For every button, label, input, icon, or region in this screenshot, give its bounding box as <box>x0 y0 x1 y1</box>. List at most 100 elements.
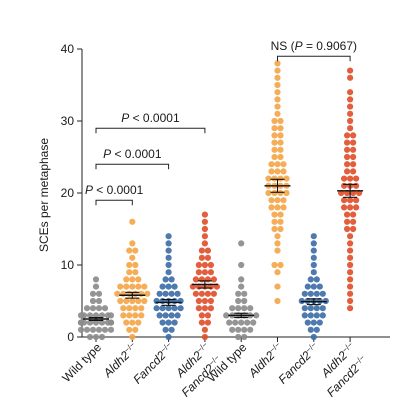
data-point <box>235 305 242 312</box>
data-point <box>120 312 127 319</box>
data-point <box>195 261 202 269</box>
data-point <box>201 326 208 333</box>
data-point <box>274 60 281 67</box>
data-point <box>313 312 320 319</box>
y-tick-label: 0 <box>67 330 74 344</box>
data-point <box>271 261 278 269</box>
significance-label: P < 0.0001 <box>85 183 144 197</box>
data-point <box>301 290 308 297</box>
data-point <box>280 204 287 211</box>
data-point <box>271 146 278 153</box>
data-point <box>347 247 354 254</box>
data-point <box>344 146 351 153</box>
data-point <box>344 139 351 146</box>
data-point <box>347 67 354 74</box>
data-point <box>274 81 281 89</box>
data-point <box>198 319 205 326</box>
data-point <box>98 312 106 319</box>
data-point <box>123 297 130 305</box>
data-point <box>192 290 199 297</box>
data-point <box>162 312 169 319</box>
data-point <box>156 290 163 297</box>
data-point <box>129 283 136 290</box>
data-point <box>304 319 311 326</box>
data-point <box>277 132 284 139</box>
data-point <box>126 312 133 319</box>
data-point <box>307 312 314 319</box>
data-point <box>129 254 136 261</box>
data-point <box>153 297 160 305</box>
data-point <box>129 297 136 305</box>
data-point <box>271 125 278 132</box>
data-point <box>132 326 139 333</box>
data-point <box>347 125 354 132</box>
data-point <box>307 290 314 297</box>
data-point <box>168 326 175 333</box>
data-point <box>138 305 145 312</box>
data-point <box>92 283 100 290</box>
data-point <box>350 168 357 175</box>
data-point <box>274 283 281 290</box>
data-point <box>229 326 236 333</box>
data-point <box>347 204 354 211</box>
significance-label: P < 0.0001 <box>121 111 180 125</box>
data-point <box>171 297 178 305</box>
data-point <box>310 283 317 290</box>
data-point <box>344 211 351 218</box>
data-point <box>168 290 175 297</box>
data-point <box>277 146 284 153</box>
data-point <box>250 319 257 326</box>
data-point <box>132 269 139 276</box>
data-point <box>241 305 248 312</box>
data-point <box>241 326 248 333</box>
data-point <box>101 326 109 333</box>
data-point <box>80 312 88 319</box>
data-point <box>177 305 184 312</box>
data-point <box>344 168 351 175</box>
data-point <box>138 312 145 319</box>
data-point <box>350 153 357 161</box>
data-point <box>347 290 354 297</box>
data-point <box>201 225 208 233</box>
data-point <box>171 283 178 290</box>
data-point <box>92 312 100 319</box>
data-point <box>353 197 360 204</box>
data-point <box>238 261 245 269</box>
data-point <box>98 333 106 341</box>
data-point <box>277 218 284 225</box>
data-point <box>271 189 278 197</box>
data-point <box>274 197 281 204</box>
data-point <box>247 305 254 312</box>
data-point <box>277 211 284 218</box>
data-point <box>274 89 281 96</box>
data-point <box>201 305 208 312</box>
data-point <box>135 283 142 290</box>
data-point <box>350 139 357 146</box>
data-point <box>204 247 211 254</box>
mean-sem-bars <box>83 178 364 321</box>
data-point <box>162 290 169 297</box>
data-point <box>347 254 354 261</box>
data-point <box>95 305 103 312</box>
data-points <box>77 60 363 341</box>
data-point <box>126 247 133 254</box>
data-point <box>347 103 354 110</box>
data-point <box>274 204 281 211</box>
data-point <box>165 233 172 240</box>
data-point <box>77 326 85 333</box>
data-point <box>344 132 351 139</box>
data-point <box>341 204 348 211</box>
data-point <box>86 319 94 326</box>
data-point <box>204 276 211 283</box>
data-point <box>165 319 172 326</box>
data-point <box>313 326 320 333</box>
data-point <box>195 297 202 305</box>
data-point <box>274 74 281 81</box>
data-point <box>238 240 245 247</box>
data-point <box>347 305 354 312</box>
data-point <box>268 161 275 168</box>
data-point <box>310 240 317 247</box>
data-point <box>210 276 217 283</box>
data-point <box>159 283 166 290</box>
